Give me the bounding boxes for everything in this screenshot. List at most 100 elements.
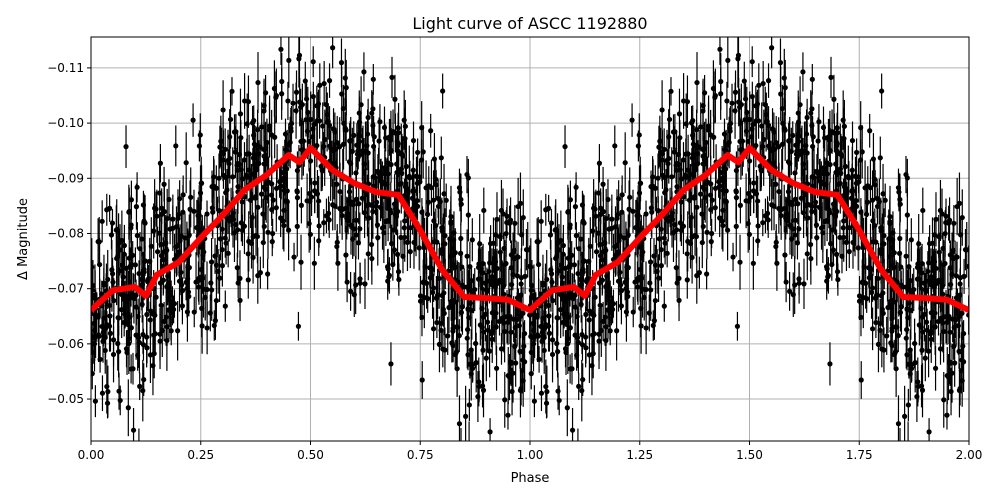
point-marker (782, 252, 787, 257)
point-marker (134, 204, 139, 209)
point-marker (330, 45, 335, 50)
data-point (808, 232, 813, 284)
point-marker (196, 284, 201, 289)
data-point (760, 209, 765, 236)
point-marker (223, 241, 228, 246)
data-point (805, 227, 810, 280)
point-marker (578, 236, 583, 241)
point-marker (616, 279, 621, 284)
data-point (576, 373, 581, 400)
data-point (369, 232, 374, 284)
point-marker (158, 280, 163, 285)
point-marker (129, 222, 134, 227)
point-marker (246, 277, 251, 282)
point-marker (884, 333, 889, 338)
point-marker (348, 289, 353, 294)
data-point (265, 259, 270, 290)
point-marker (653, 298, 658, 303)
data-point (565, 379, 570, 436)
point-marker (655, 176, 660, 181)
point-marker (638, 306, 643, 311)
point-marker (232, 129, 237, 134)
point-marker (951, 221, 956, 226)
point-marker (356, 240, 361, 245)
point-marker (952, 360, 957, 365)
point-marker (439, 225, 444, 230)
point-marker (271, 197, 276, 202)
data-point (505, 401, 510, 430)
data-point (470, 218, 475, 261)
point-marker (897, 236, 902, 241)
point-marker (952, 316, 957, 321)
point-marker (330, 202, 335, 207)
point-marker (568, 222, 573, 227)
point-marker (513, 325, 518, 330)
point-marker (660, 151, 665, 156)
point-marker (539, 391, 544, 396)
point-marker (881, 233, 886, 238)
point-marker (553, 227, 558, 232)
point-marker (535, 334, 540, 339)
point-marker (312, 180, 317, 185)
data-point (896, 395, 901, 452)
data-point (362, 259, 367, 309)
point-marker (574, 233, 579, 238)
data-point (440, 74, 445, 109)
point-marker (131, 428, 136, 433)
data-point (134, 184, 139, 230)
point-marker (423, 185, 428, 190)
point-marker (629, 118, 634, 123)
point-marker (694, 205, 699, 210)
point-marker (253, 196, 258, 201)
point-marker (729, 101, 734, 106)
point-marker (742, 78, 747, 83)
point-marker (474, 360, 479, 365)
point-marker (873, 296, 878, 301)
point-marker (344, 85, 349, 90)
point-marker (656, 208, 661, 213)
point-marker (513, 360, 518, 365)
data-point (827, 342, 832, 385)
point-marker (458, 236, 463, 241)
point-marker (720, 176, 725, 181)
point-marker (255, 80, 260, 85)
point-marker (126, 405, 131, 410)
data-point (909, 218, 914, 261)
point-marker (786, 159, 791, 164)
point-marker (637, 132, 642, 137)
data-point (458, 223, 463, 253)
point-marker (620, 192, 625, 197)
point-marker (805, 251, 810, 256)
point-marker (327, 123, 332, 128)
data-point (828, 57, 833, 98)
data-point (388, 342, 393, 385)
point-marker (261, 240, 266, 245)
point-marker (779, 213, 784, 218)
point-marker (941, 397, 946, 402)
data-point (713, 184, 718, 232)
point-marker (627, 195, 632, 200)
point-marker (919, 383, 924, 388)
point-marker (948, 389, 953, 394)
data-point (377, 104, 382, 139)
data-point (574, 172, 579, 202)
point-marker (285, 98, 290, 103)
data-point (947, 197, 952, 243)
point-marker (535, 239, 540, 244)
point-marker (459, 310, 464, 315)
point-marker (100, 391, 105, 396)
point-marker (388, 361, 393, 366)
data-point (286, 33, 291, 88)
point-marker (510, 272, 515, 277)
point-marker (339, 91, 344, 96)
point-marker (876, 276, 881, 281)
point-marker (133, 262, 138, 267)
data-point (944, 401, 949, 430)
point-marker (100, 219, 105, 224)
point-marker (916, 241, 921, 246)
point-marker (867, 128, 872, 133)
data-point (135, 222, 140, 249)
data-point (239, 204, 244, 241)
point-marker (608, 328, 613, 333)
point-marker (644, 325, 649, 330)
